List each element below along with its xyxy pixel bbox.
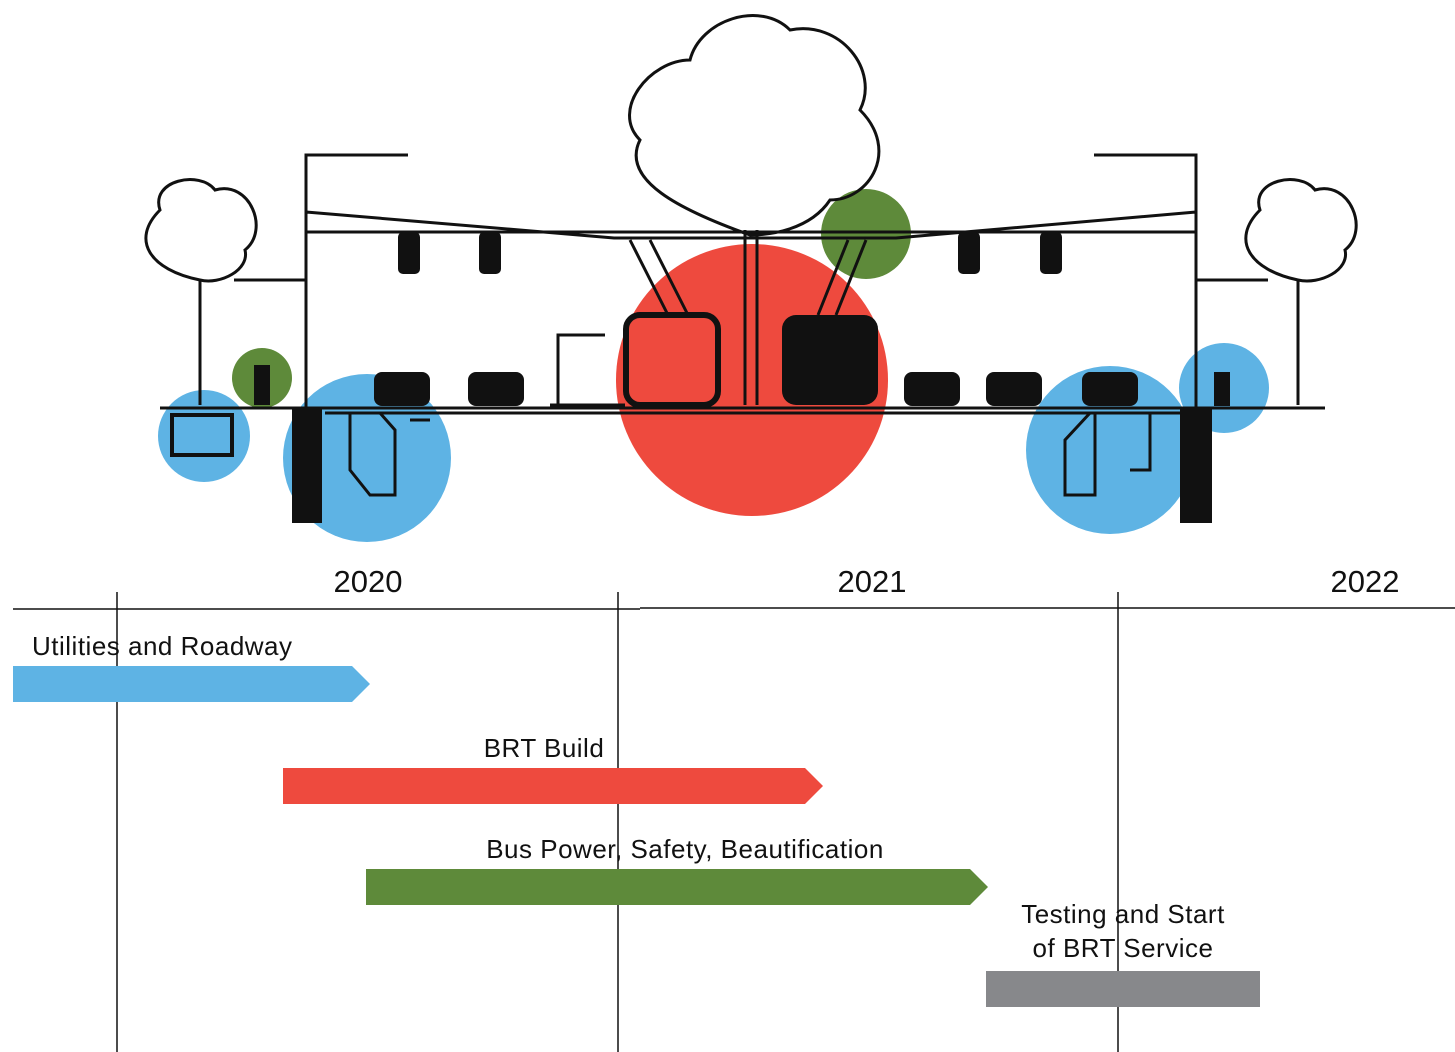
phase-bar [366,869,988,905]
phase-bar [283,768,823,804]
phases: Utilities and Roadway BRT Build Bus Power,… [13,631,1260,1007]
phase-label: of BRT Service [1033,933,1214,963]
year-label: 2021 [838,564,907,599]
phase-bar [986,971,1260,1007]
phase-label: Bus Power, Safety, Beautification [486,834,884,864]
phase-bar [13,666,370,702]
phase-label: BRT Build [484,733,605,763]
year-label: 2020 [334,564,403,599]
year-label: 2022 [1331,564,1400,599]
phase-label: Utilities and Roadway [32,631,293,661]
phase-label: Testing and Start [1021,899,1225,929]
street-illustration [144,14,1358,542]
